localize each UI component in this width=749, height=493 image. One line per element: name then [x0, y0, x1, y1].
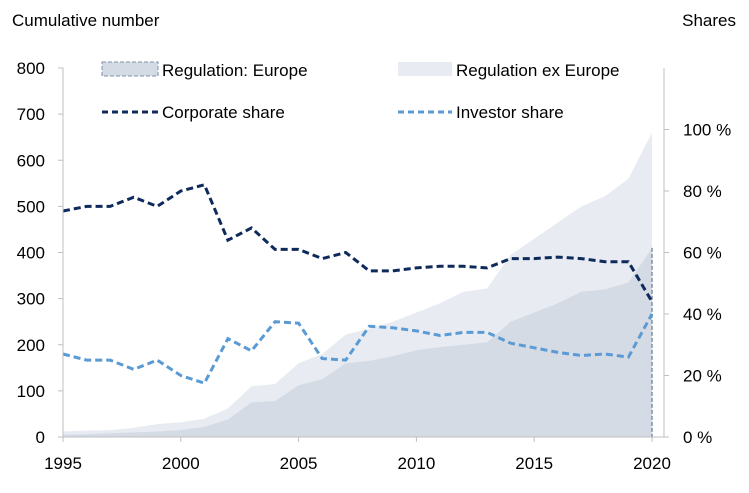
area-regulation_europe: [63, 247, 652, 437]
x-tick-labels: 1995 2000 2005 2010 2015 2020: [44, 437, 671, 473]
left-tick-label: 100: [17, 382, 45, 401]
line-series-group: [62, 183, 654, 386]
legend-label-investor-share: Investor share: [456, 103, 564, 122]
legend-label-corporate-share: Corporate share: [162, 103, 285, 122]
left-tick-labels: 0 100 200 300 400 500 600 700 800: [17, 59, 63, 447]
right-tick-label: 60 %: [683, 244, 722, 263]
area-series-group: [63, 132, 653, 437]
left-axis-title: Cumulative number: [12, 11, 160, 30]
x-tick-label: 2015: [515, 454, 553, 473]
x-tick-label: 2000: [162, 454, 200, 473]
left-tick-label: 700: [17, 105, 45, 124]
legend: Regulation: Europe Regulation ex Europe …: [101, 61, 620, 122]
x-tick-label: 2010: [397, 454, 435, 473]
legend-swatch-regulation-ex-europe: [398, 62, 452, 76]
right-tick-label: 20 %: [683, 367, 722, 386]
right-tick-labels: 0 % 20 % 40 % 60 % 80 % 100 %: [664, 121, 731, 447]
left-tick-label: 300: [17, 290, 45, 309]
right-tick-label: 40 %: [683, 305, 722, 324]
left-tick-label: 400: [17, 244, 45, 263]
right-axis-title: Shares: [682, 11, 736, 30]
line-corporate_share: [62, 183, 654, 303]
x-tick-label: 1995: [44, 454, 82, 473]
legend-label-regulation-europe: Regulation: Europe: [162, 61, 308, 80]
x-tick-label: 2005: [280, 454, 318, 473]
left-tick-label: 600: [17, 151, 45, 170]
legend-label-regulation-ex-europe: Regulation ex Europe: [456, 61, 620, 80]
right-tick-label: 100 %: [683, 121, 731, 140]
left-tick-label: 200: [17, 336, 45, 355]
line-investor_share: [62, 313, 654, 386]
right-tick-label: 0 %: [683, 428, 712, 447]
left-tick-label: 500: [17, 197, 45, 216]
right-tick-label: 80 %: [683, 182, 722, 201]
left-tick-label: 800: [17, 59, 45, 78]
left-tick-label: 0: [36, 428, 45, 447]
x-tick-label: 2020: [633, 454, 671, 473]
legend-swatch-regulation-europe: [101, 61, 159, 77]
